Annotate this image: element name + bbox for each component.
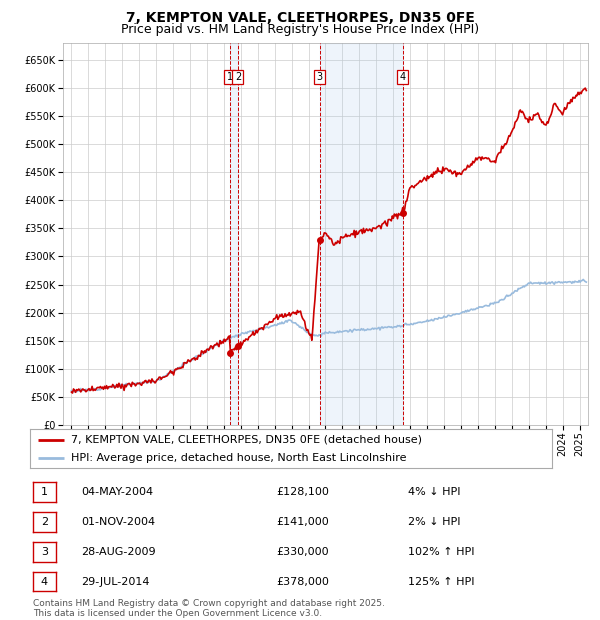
Text: 4: 4 (400, 72, 406, 82)
Bar (320, 43, 403, 425)
Text: 102% ↑ HPI: 102% ↑ HPI (408, 547, 475, 557)
Text: £141,000: £141,000 (276, 517, 329, 527)
Text: 1: 1 (41, 487, 48, 497)
Text: 125% ↑ HPI: 125% ↑ HPI (408, 577, 475, 587)
Text: 2: 2 (41, 517, 48, 527)
Text: 01-NOV-2004: 01-NOV-2004 (81, 517, 155, 527)
Text: Contains HM Land Registry data © Crown copyright and database right 2025.
This d: Contains HM Land Registry data © Crown c… (33, 599, 385, 618)
Bar (230, 43, 238, 425)
Text: 3: 3 (317, 72, 323, 82)
Text: 2% ↓ HPI: 2% ↓ HPI (408, 517, 461, 527)
Text: 7, KEMPTON VALE, CLEETHORPES, DN35 0FE: 7, KEMPTON VALE, CLEETHORPES, DN35 0FE (125, 11, 475, 25)
Text: 04-MAY-2004: 04-MAY-2004 (81, 487, 153, 497)
Text: £378,000: £378,000 (276, 577, 329, 587)
Text: 1: 1 (227, 72, 233, 82)
Text: Price paid vs. HM Land Registry's House Price Index (HPI): Price paid vs. HM Land Registry's House … (121, 23, 479, 36)
Text: £330,000: £330,000 (276, 547, 329, 557)
Text: 29-JUL-2014: 29-JUL-2014 (81, 577, 149, 587)
Text: 2: 2 (235, 72, 241, 82)
Text: 4% ↓ HPI: 4% ↓ HPI (408, 487, 461, 497)
Text: 28-AUG-2009: 28-AUG-2009 (81, 547, 155, 557)
Text: 7, KEMPTON VALE, CLEETHORPES, DN35 0FE (detached house): 7, KEMPTON VALE, CLEETHORPES, DN35 0FE (… (71, 435, 422, 445)
Text: HPI: Average price, detached house, North East Lincolnshire: HPI: Average price, detached house, Nort… (71, 453, 406, 463)
Text: 3: 3 (41, 547, 48, 557)
Text: 4: 4 (41, 577, 48, 587)
Text: £128,100: £128,100 (276, 487, 329, 497)
